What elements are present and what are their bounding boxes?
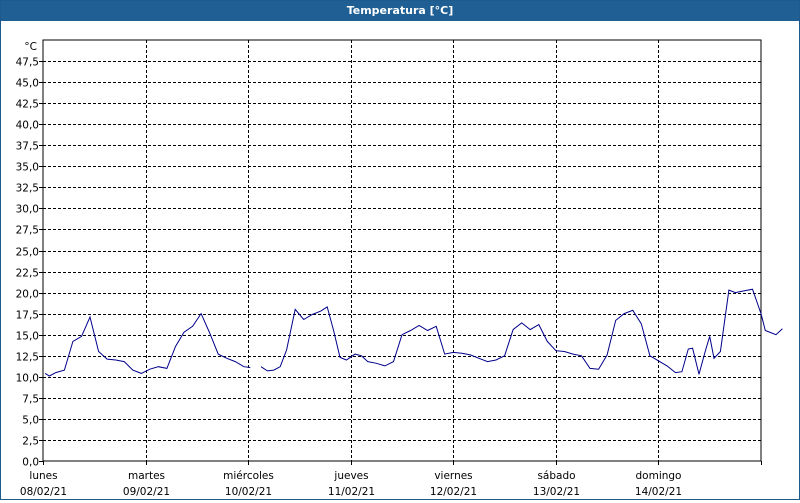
x-tick-label-day: viernes [434,470,472,482]
x-tick-label-date: 11/02/21 [328,486,375,498]
x-tick-label-day: martes [128,470,165,482]
y-tick-label: 42,5 [16,99,39,111]
plot-frame [42,39,762,462]
x-tick-label-day: jueves [333,470,368,482]
y-tick-label: 27,5 [16,225,39,237]
y-tick-label: 7,5 [22,394,39,406]
y-tick-label: 17,5 [16,310,39,322]
x-tick-label-date: 10/02/21 [225,486,272,498]
temperature-line [260,288,783,375]
x-tick-label-date: 14/02/21 [635,486,682,498]
x-tick-label-day: miércoles [223,470,274,482]
x-tick-label-day: sábado [537,470,575,482]
y-tick-label: 0,0 [22,457,39,469]
x-tick-label-date: 09/02/21 [123,486,170,498]
y-tick-label: 32,5 [16,183,39,195]
y-tick-label: 30,0 [16,204,39,216]
y-tick-label: 40,0 [16,120,39,132]
x-tick-label-day: lunes [29,470,57,482]
y-tick-label: 10,0 [16,373,39,385]
y-tick-label: 12,5 [16,352,39,364]
y-tick-label: 22,5 [16,268,39,280]
y-tick-label: 47,5 [16,57,39,69]
x-tick-label-date: 12/02/21 [430,486,477,498]
y-tick-label: 35,0 [16,162,39,174]
temperature-chart: 0,0 2,5 5,0 7,5 10,0 12,5 15,0 17,5 20,0 22,5 25,0… [16,39,783,498]
y-tick-label: 20,0 [16,289,39,301]
temperature-line [44,312,251,377]
chart-area: 0,0 2,5 5,0 7,5 10,0 12,5 15,0 17,5 20,0 22,5 25,0… [1,21,799,499]
y-axis-unit-label: °C [24,41,37,53]
x-tick-label-day: domingo [636,470,682,482]
y-tick-label: 15,0 [16,331,39,343]
x-tick-label-date: 08/02/21 [20,486,67,498]
x-tick-label-date: 13/02/21 [533,486,580,498]
y-tick-label: 2,5 [22,436,39,448]
y-tick-label: 25,0 [16,247,39,259]
window-title: Temperatura [°C] [1,1,799,21]
y-tick-label: 5,0 [22,415,39,427]
y-tick-label: 45,0 [16,78,39,90]
y-tick-label: 37,5 [16,141,39,153]
